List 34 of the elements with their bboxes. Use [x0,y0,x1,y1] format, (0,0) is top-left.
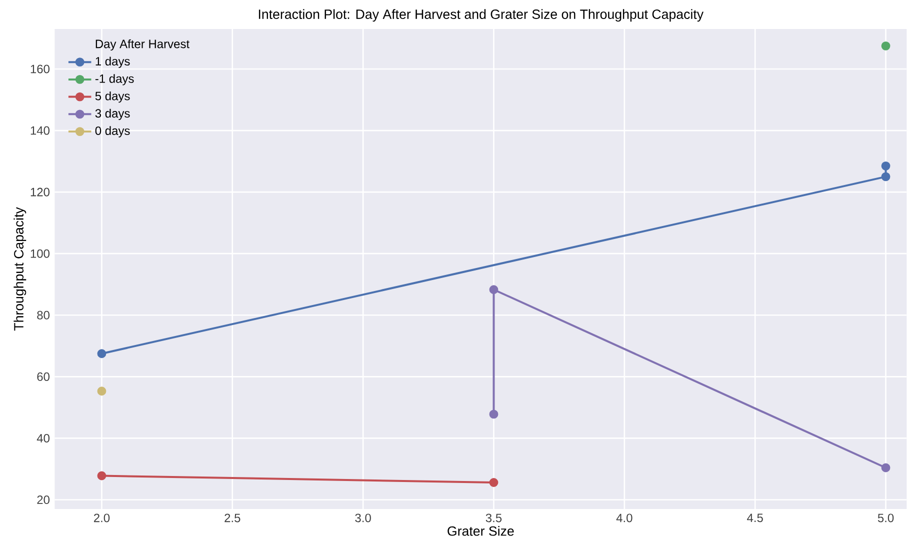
y-tick-label: 20 [37,496,50,504]
chart-title: Interaction Plot: Day After Harvest and Grater Size on Throughput Capacity [258,9,704,22]
y-tick-label: 80 [37,310,50,320]
point [881,41,890,50]
legend-label: 5 days [95,91,130,103]
x-tick-label: 4.0 [616,514,632,522]
x-tick-label: 2.5 [224,514,240,522]
point [881,161,890,170]
x-tick-label: 4.5 [747,514,763,522]
x-axis-title: Grater Size [448,526,514,536]
y-tick-label: 100 [30,249,50,258]
legend-title: Day After Harvest [96,39,190,51]
legend-label: 1 days [96,56,130,68]
x-tick-label: 3.5 [486,514,502,522]
y-tick-label: 40 [36,434,50,442]
legend-label: -1 days [95,74,134,86]
x-tick-label: 3.0 [355,514,371,522]
point [97,386,106,396]
y-tick-label: 60 [37,372,50,381]
legend-label: 0 days [95,126,130,138]
y-tick-label: 120 [30,188,50,196]
point [881,463,890,472]
point [97,471,106,480]
point [97,349,106,358]
legend-label: 3 days [95,108,130,120]
y-tick-label: 140 [30,126,50,135]
point [489,478,498,487]
y-axis-title: Throughput Capacity [14,207,26,331]
y-tick-label: 160 [30,64,50,74]
point [489,285,498,294]
x-tick-label: 2.0 [94,514,110,522]
x-tick-label: 5.0 [878,514,894,522]
point [489,410,498,419]
point [881,172,890,182]
